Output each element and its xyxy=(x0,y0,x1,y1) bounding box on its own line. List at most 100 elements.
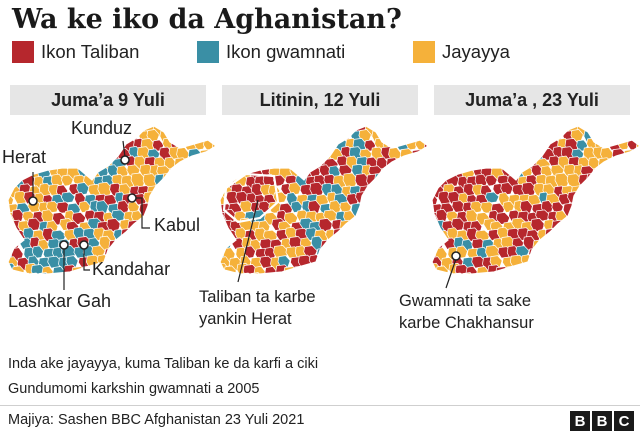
district-cell xyxy=(531,255,547,271)
district-cell xyxy=(625,245,640,261)
district-cell xyxy=(591,238,607,253)
district-cell xyxy=(457,157,472,170)
district-cell xyxy=(149,235,162,250)
district-cell xyxy=(612,275,625,290)
district-cell xyxy=(632,273,640,274)
district-cell xyxy=(557,246,573,259)
legend-label-taliban: Ikon Taliban xyxy=(41,41,140,62)
district-cell xyxy=(542,235,555,249)
district-cell xyxy=(489,131,503,145)
callout-leader-lines xyxy=(32,140,457,290)
district-cell xyxy=(382,266,397,274)
legend-item-government: Ikon gwamnati xyxy=(197,41,345,63)
district-cell xyxy=(618,211,633,225)
district-cell xyxy=(447,126,460,138)
district-cell xyxy=(269,145,285,158)
district-cell xyxy=(219,164,233,177)
district-cell xyxy=(192,156,207,171)
district-cell xyxy=(198,254,212,267)
district-cell xyxy=(348,253,364,269)
district-cell xyxy=(136,220,152,234)
district-cell xyxy=(78,275,92,289)
district-cell xyxy=(586,227,600,241)
district-cell xyxy=(346,265,361,274)
district-cell xyxy=(196,237,213,250)
district-cell xyxy=(314,138,329,153)
district-cell xyxy=(234,139,248,154)
district-cell xyxy=(395,264,410,274)
district-cell xyxy=(191,265,207,274)
district-cell xyxy=(31,245,44,259)
district-cell xyxy=(575,194,588,208)
district-cell xyxy=(609,238,622,254)
district-cell xyxy=(189,164,204,177)
district-cell xyxy=(636,126,640,137)
district-cell xyxy=(411,274,424,285)
district-cell xyxy=(118,235,131,249)
district-cell xyxy=(403,265,419,274)
district-cell xyxy=(590,201,605,217)
district-cell xyxy=(375,209,389,225)
district-cell xyxy=(185,238,198,254)
district-cell xyxy=(368,201,382,217)
district-cell xyxy=(442,146,458,162)
district-cell xyxy=(578,230,592,243)
district-cell xyxy=(295,155,310,171)
district-cell xyxy=(102,138,117,153)
district-cell xyxy=(369,184,383,201)
kandahar-marker xyxy=(79,240,89,250)
district-cell xyxy=(378,271,394,274)
district-cell xyxy=(280,146,296,162)
district-cell xyxy=(202,157,216,171)
district-cell xyxy=(99,146,113,159)
district-cell xyxy=(420,165,428,180)
district-cell xyxy=(553,272,568,274)
label-kandahar: Kandahar xyxy=(92,259,171,279)
district-cell xyxy=(156,201,170,217)
district-cell xyxy=(566,228,582,244)
district-cell xyxy=(406,245,420,259)
district-cell xyxy=(48,275,63,288)
district-cell xyxy=(153,245,168,261)
district-cell xyxy=(455,138,472,152)
district-cell xyxy=(605,176,620,189)
district-cell xyxy=(632,165,640,180)
district-cell xyxy=(454,264,471,274)
district-cell xyxy=(148,199,164,215)
district-cell xyxy=(288,182,302,196)
district-cell xyxy=(214,227,216,242)
district-cell xyxy=(199,274,212,285)
district-cell xyxy=(286,140,300,154)
district-cell xyxy=(354,228,370,244)
district-cell xyxy=(192,174,208,188)
district-cell xyxy=(578,173,594,190)
district-cell xyxy=(462,147,478,160)
district-cell xyxy=(581,184,595,201)
district-cell xyxy=(166,201,181,217)
district-cell xyxy=(220,131,232,147)
district-cell xyxy=(220,165,231,181)
district-cell xyxy=(603,203,620,220)
district-cell xyxy=(220,155,228,170)
district-cell xyxy=(320,239,336,255)
district-cell xyxy=(370,272,383,274)
district-cell xyxy=(74,140,88,154)
district-cell xyxy=(202,193,215,206)
district-cell xyxy=(181,126,195,136)
district-cell xyxy=(136,235,152,250)
country-outline xyxy=(219,125,430,275)
district-cell xyxy=(431,164,445,177)
district-cell xyxy=(520,254,534,267)
district-cell xyxy=(480,131,495,145)
district-cell xyxy=(330,256,345,271)
district-cell xyxy=(353,265,367,274)
district-cell xyxy=(212,126,216,137)
district-cell xyxy=(481,145,497,158)
district-cell xyxy=(223,140,238,153)
district-cell xyxy=(518,263,534,274)
district-cell xyxy=(414,157,428,171)
district-cell xyxy=(303,126,318,136)
district-cell xyxy=(596,191,612,204)
district-cell xyxy=(501,148,517,162)
district-cell xyxy=(599,237,615,250)
